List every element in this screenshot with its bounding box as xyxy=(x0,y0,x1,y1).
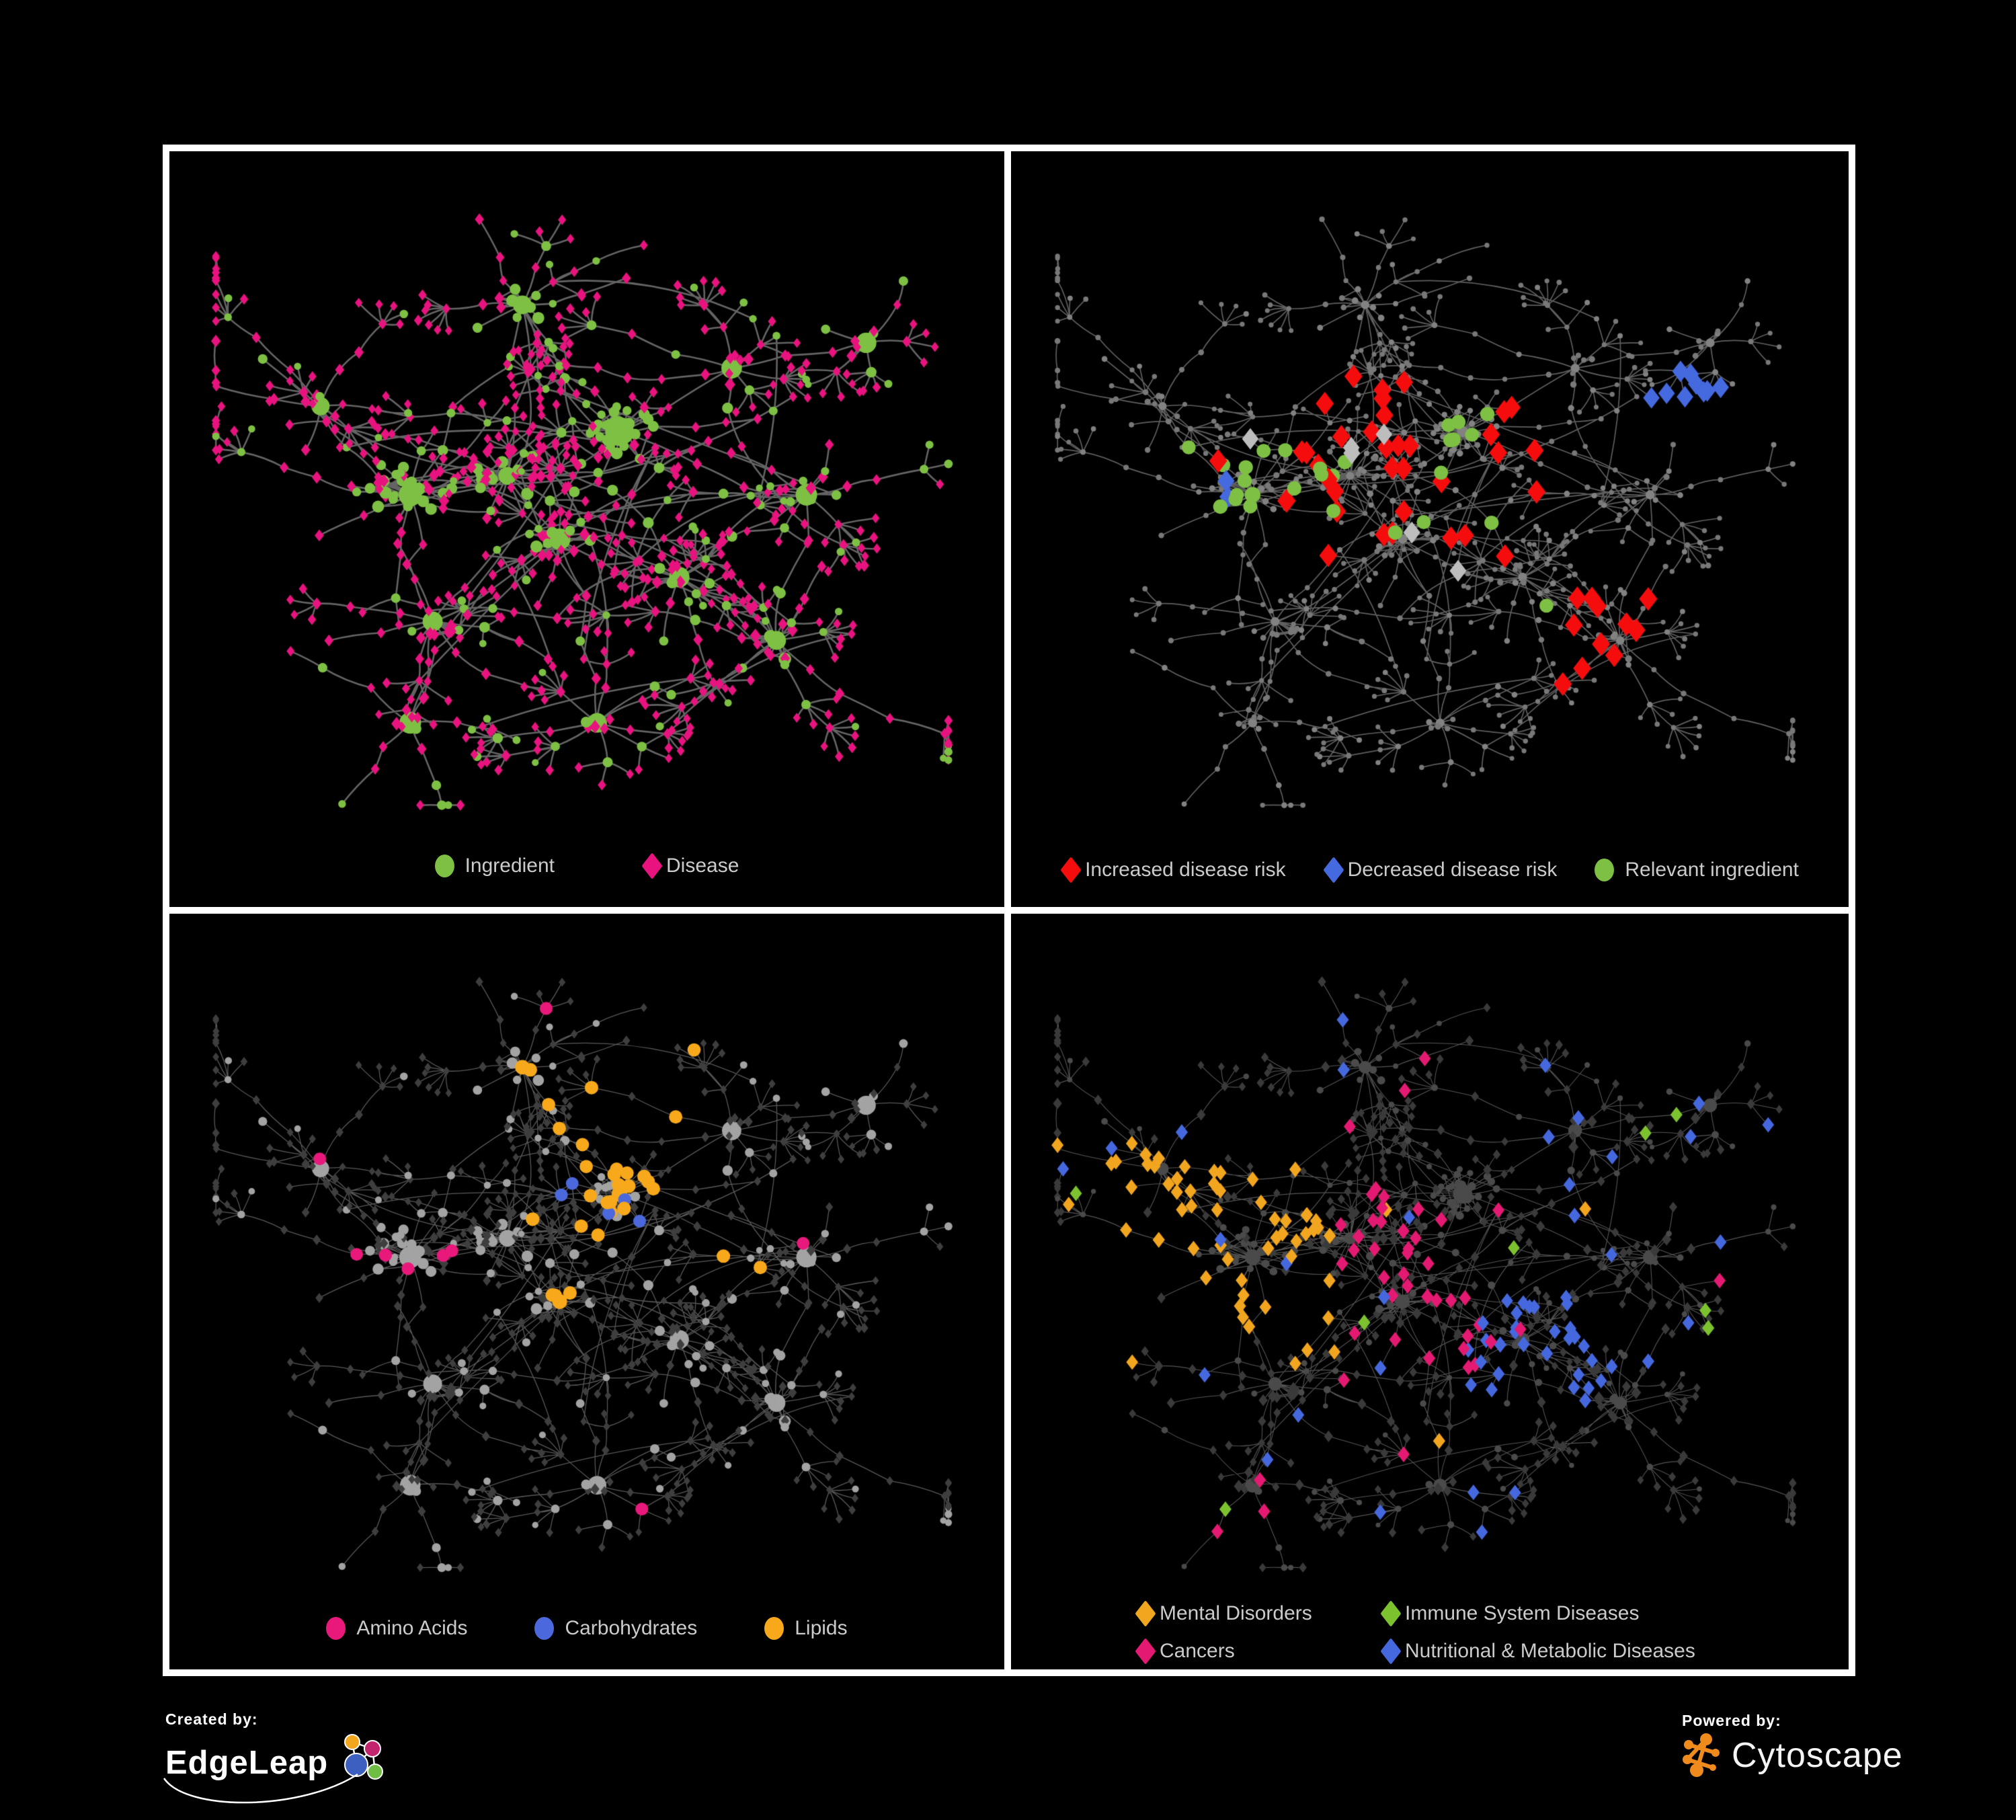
legend-item: Decreased disease risk xyxy=(1323,857,1558,883)
legend-label: Mental Disorders xyxy=(1160,1602,1312,1624)
network-canvas-3 xyxy=(169,914,1004,1669)
legend-item: Cancers xyxy=(1135,1638,1381,1665)
edgeleap-branding: Created by: EdgeLeap xyxy=(163,1710,394,1804)
diamond-swatch xyxy=(1380,1600,1402,1627)
legend-item: Ingredient xyxy=(434,855,555,877)
circle-swatch xyxy=(764,1617,784,1640)
legend-label: Amino Acids xyxy=(356,1617,468,1639)
network-canvas-2 xyxy=(1011,151,1849,907)
legend-label: Decreased disease risk xyxy=(1347,859,1558,881)
legend-item: Lipids xyxy=(764,1617,848,1640)
edgeleap-logo-icon xyxy=(344,1734,384,1780)
cytoscape-logo-icon xyxy=(1683,1733,1720,1777)
circle-swatch xyxy=(326,1617,346,1640)
circle-swatch xyxy=(534,1617,555,1640)
legend-label: Immune System Diseases xyxy=(1405,1602,1640,1624)
legend-label: Disease xyxy=(666,855,739,877)
panel-disease-classes: Mental Disorders Immune System Diseases Ca… xyxy=(1011,914,1849,1669)
legend-item: Mental Disorders xyxy=(1135,1600,1381,1627)
diamond-swatch xyxy=(1060,857,1082,883)
diamond-swatch xyxy=(1380,1638,1402,1665)
legend-item: Increased disease risk xyxy=(1060,857,1286,883)
created-by-label: Created by: xyxy=(165,1710,258,1728)
legend-panel-3: Amino Acids Carbohydrates Lipids xyxy=(169,1617,1004,1640)
cytoscape-branding: Powered by: Cytoscape xyxy=(1682,1712,1903,1778)
figure-frame: Ingredient Disease Increased disease risk… xyxy=(163,145,1855,1676)
diamond-swatch xyxy=(1323,857,1344,883)
legend-label: Increased disease risk xyxy=(1085,859,1286,881)
legend-item: Amino Acids xyxy=(326,1617,467,1640)
legend-label: Relevant ingredient xyxy=(1625,859,1799,881)
circle-swatch xyxy=(1595,859,1615,881)
diamond-swatch xyxy=(1135,1638,1156,1665)
legend-label: Cancers xyxy=(1160,1640,1235,1662)
panel-disease-risk: Increased disease risk Decreased disease … xyxy=(1011,151,1849,907)
diamond-swatch xyxy=(641,853,663,879)
legend-item: Nutritional & Metabolic Diseases xyxy=(1380,1638,1695,1665)
panel-nutrient-classes: Amino Acids Carbohydrates Lipids xyxy=(169,914,1004,1669)
legend-label: Carbohydrates xyxy=(565,1617,698,1639)
network-canvas-1 xyxy=(169,151,1004,907)
legend-item: Immune System Diseases xyxy=(1380,1600,1695,1627)
powered-by-label: Powered by: xyxy=(1682,1712,1781,1729)
legend-label: Ingredient xyxy=(465,855,555,877)
legend-panel-4: Mental Disorders Immune System Diseases Ca… xyxy=(1135,1600,1695,1665)
circle-swatch xyxy=(434,855,454,877)
edgeleap-logo-text: EdgeLeap xyxy=(165,1745,329,1782)
legend-label: Lipids xyxy=(795,1617,848,1639)
cytoscape-logo-text: Cytoscape xyxy=(1732,1736,1903,1775)
legend-item: Disease xyxy=(641,853,739,879)
diamond-swatch xyxy=(1135,1600,1156,1627)
network-canvas-4 xyxy=(1011,914,1849,1669)
legend-item: Relevant ingredient xyxy=(1595,859,1799,881)
legend-item: Carbohydrates xyxy=(534,1617,697,1640)
legend-panel-1: Ingredient Disease xyxy=(169,853,1004,879)
panel-ingredient-disease: Ingredient Disease xyxy=(169,151,1004,907)
legend-panel-2: Increased disease risk Decreased disease … xyxy=(1011,857,1849,883)
legend-label: Nutritional & Metabolic Diseases xyxy=(1405,1640,1695,1662)
edgeleap-swoosh xyxy=(163,1773,358,1804)
